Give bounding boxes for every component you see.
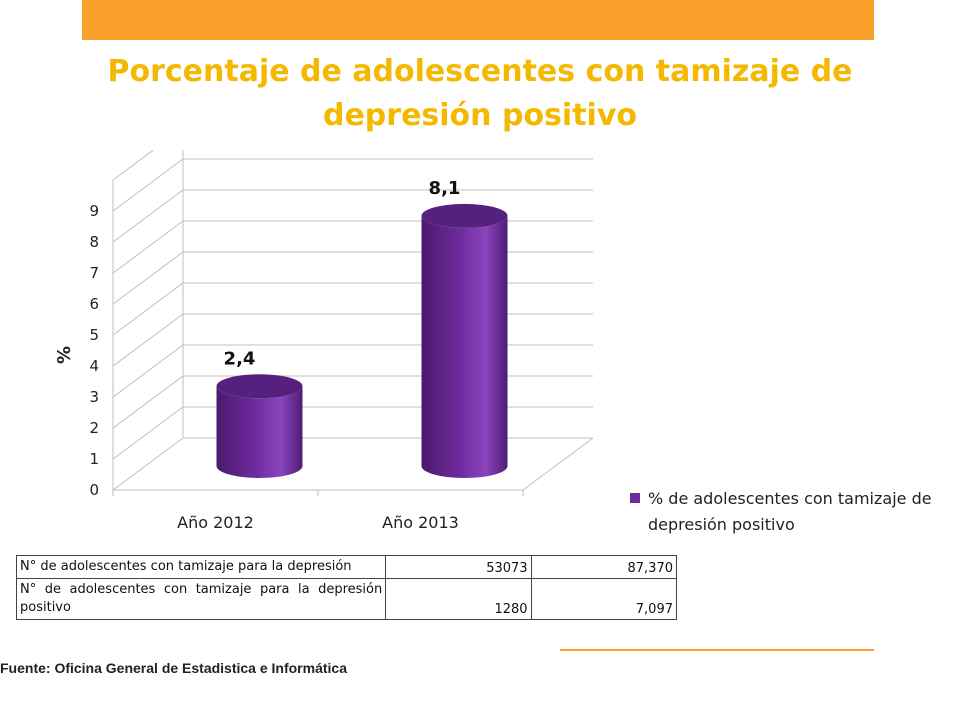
bar (216, 386, 303, 478)
gridline-top-depth (112, 150, 155, 181)
y-tick-label: 0 (89, 481, 99, 499)
table-cell: 53073 (385, 555, 532, 579)
source-note: Fuente: Oficina General de Estadistica e… (0, 660, 347, 676)
y-tick-label: 8 (89, 233, 99, 251)
gridline-depth (112, 375, 184, 429)
bar-chart: 0 1 2 3 4 5 6 7 8 9% 2,4 Año 2012 8,1 Año 2013 (54, 150, 594, 532)
legend-swatch (630, 493, 640, 503)
y-tick-label: 4 (89, 357, 99, 375)
top-accent-bar (82, 0, 874, 40)
bar-top (216, 374, 303, 399)
gridline-depth (112, 437, 184, 491)
gridline-depth (112, 344, 184, 398)
table-cell: 1280 (385, 578, 532, 620)
gridline-depth (112, 313, 184, 367)
x-tick-label: Año 2012 (177, 513, 254, 532)
y-tick-label: 5 (89, 326, 99, 344)
table-row-label: N° de adolescentes con tamizaje para la … (15, 578, 387, 620)
y-tick-label: 9 (89, 202, 99, 220)
y-tick-label: 6 (89, 295, 99, 313)
table-cell: 87,370 (530, 555, 678, 579)
y-tick-label: 1 (89, 450, 99, 468)
y-tick-label: 7 (89, 264, 99, 282)
data-label: 8,1 (429, 178, 461, 199)
y-tick-label: 2 (89, 419, 99, 437)
gridline-depth (112, 220, 184, 274)
y-tick-label: 3 (89, 388, 99, 406)
table-cell: 7,097 (530, 578, 678, 620)
gridline-depth (112, 406, 184, 460)
floor-right (522, 437, 594, 491)
bottom-accent-line (560, 649, 874, 651)
gridline-depth (112, 282, 184, 336)
bar-top (421, 203, 508, 228)
data-table: N° de adolescentes con tamizaje para la … (15, 555, 678, 620)
table-row: N° de adolescentes con tamizaje para la … (15, 555, 678, 579)
y-axis-label: % (54, 346, 75, 364)
legend-label: % de adolescentes con tamizaje de depres… (648, 489, 932, 534)
gridline-depth (112, 251, 184, 305)
chart-title: Porcentaje de adolescentes con tamizaje … (107, 54, 853, 133)
gridline-depth (112, 189, 184, 243)
x-tick-label: Año 2013 (382, 513, 459, 532)
bar (421, 215, 508, 478)
table-row-label: N° de adolescentes con tamizaje para la … (15, 555, 387, 579)
data-label: 2,4 (224, 348, 256, 369)
gridline-depth (112, 158, 184, 212)
table-row: N° de adolescentes con tamizaje para la … (15, 578, 678, 620)
